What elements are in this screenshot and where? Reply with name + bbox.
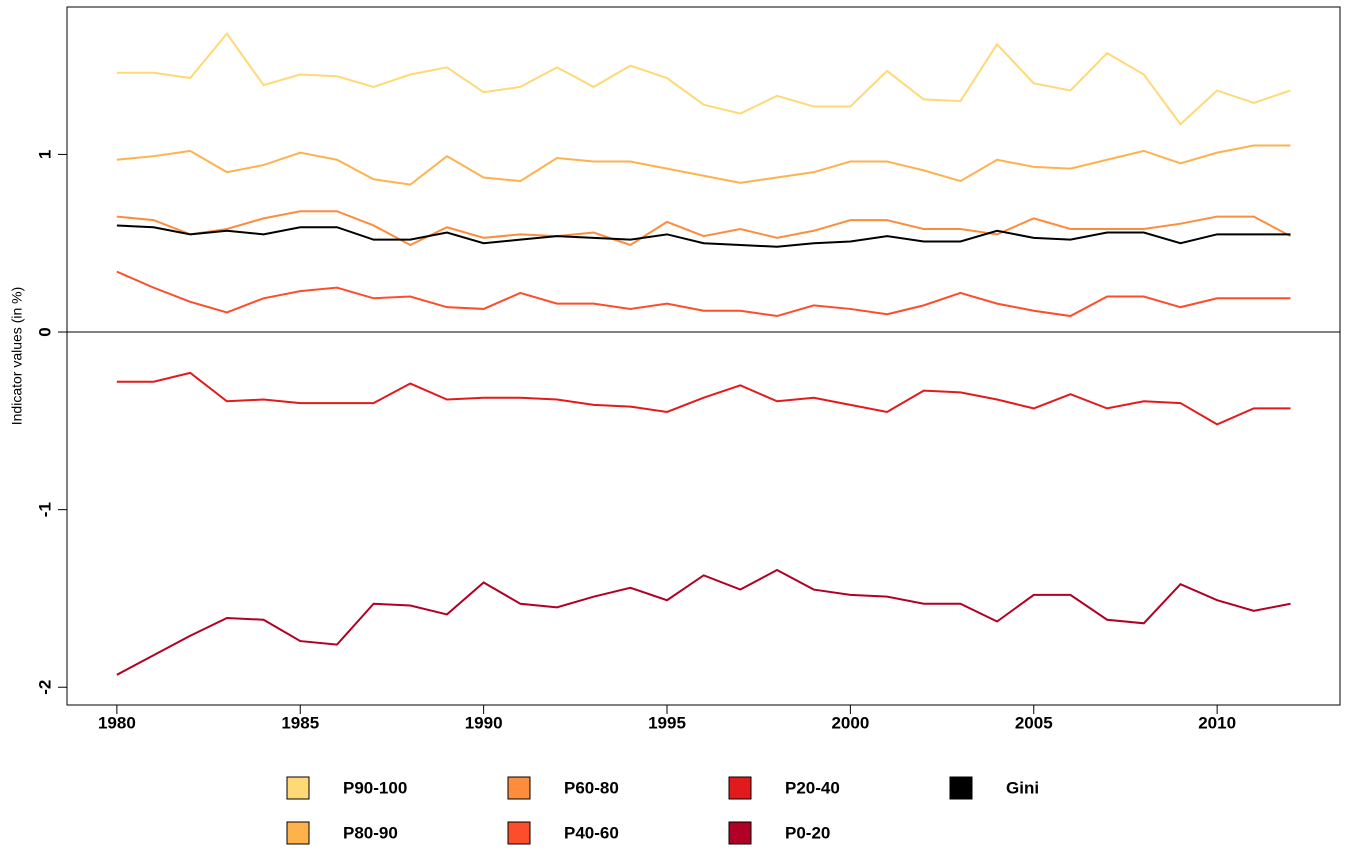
legend-swatch: [949, 776, 973, 800]
legend-swatch: [507, 821, 531, 845]
x-tick-label: 2010: [1198, 713, 1236, 732]
legend-label: Gini: [1006, 778, 1039, 797]
legend-swatch: [728, 821, 752, 845]
series-line: [116, 371, 1291, 426]
plot-frame: [66, 6, 1341, 706]
series-line: [116, 31, 1291, 126]
legend-label: P40-60: [564, 823, 619, 842]
x-tick-label: 2000: [831, 713, 869, 732]
series-line: [116, 270, 1291, 318]
legend-swatch: [728, 776, 752, 800]
legend-label: P80-90: [343, 823, 398, 842]
y-tick-label: 1: [35, 150, 54, 159]
legend-swatch: [286, 776, 310, 800]
series-line: [116, 210, 1291, 247]
legend-swatch: [507, 776, 531, 800]
x-tick-label: 2005: [1015, 713, 1053, 732]
y-tick-label: -1: [35, 502, 54, 517]
x-tick-label: 1990: [465, 713, 503, 732]
y-tick-label: 0: [35, 327, 54, 336]
legend-label: P90-100: [343, 778, 407, 797]
legend-swatch: [286, 821, 310, 845]
y-tick-label: -2: [35, 680, 54, 695]
legend-label: P0-20: [785, 823, 830, 842]
x-tick-label: 1995: [648, 713, 686, 732]
series-line: [116, 224, 1291, 248]
x-tick-label: 1985: [281, 713, 319, 732]
legend-label: P20-40: [785, 778, 840, 797]
y-axis-label: Indicator values (in %): [9, 287, 25, 426]
legend-label: P60-80: [564, 778, 619, 797]
series-line: [116, 568, 1291, 676]
x-tick-label: 1980: [98, 713, 136, 732]
series-line: [116, 144, 1291, 186]
